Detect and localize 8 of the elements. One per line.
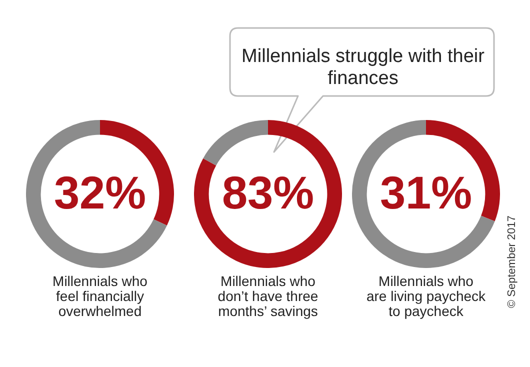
text: Millennials struggle with their finances xyxy=(240,46,486,90)
text: Millennials who are living paycheck to paycheck xyxy=(365,273,487,319)
text: © September 2017 xyxy=(506,216,518,308)
data-label: 83% xyxy=(222,166,314,219)
data-label: 32% xyxy=(54,166,146,219)
text: Millennials who don’t have three months’ savings xyxy=(216,273,320,319)
text: Millennials who feel financially overwhelmed xyxy=(52,273,148,319)
data-label: 31% xyxy=(380,166,472,219)
